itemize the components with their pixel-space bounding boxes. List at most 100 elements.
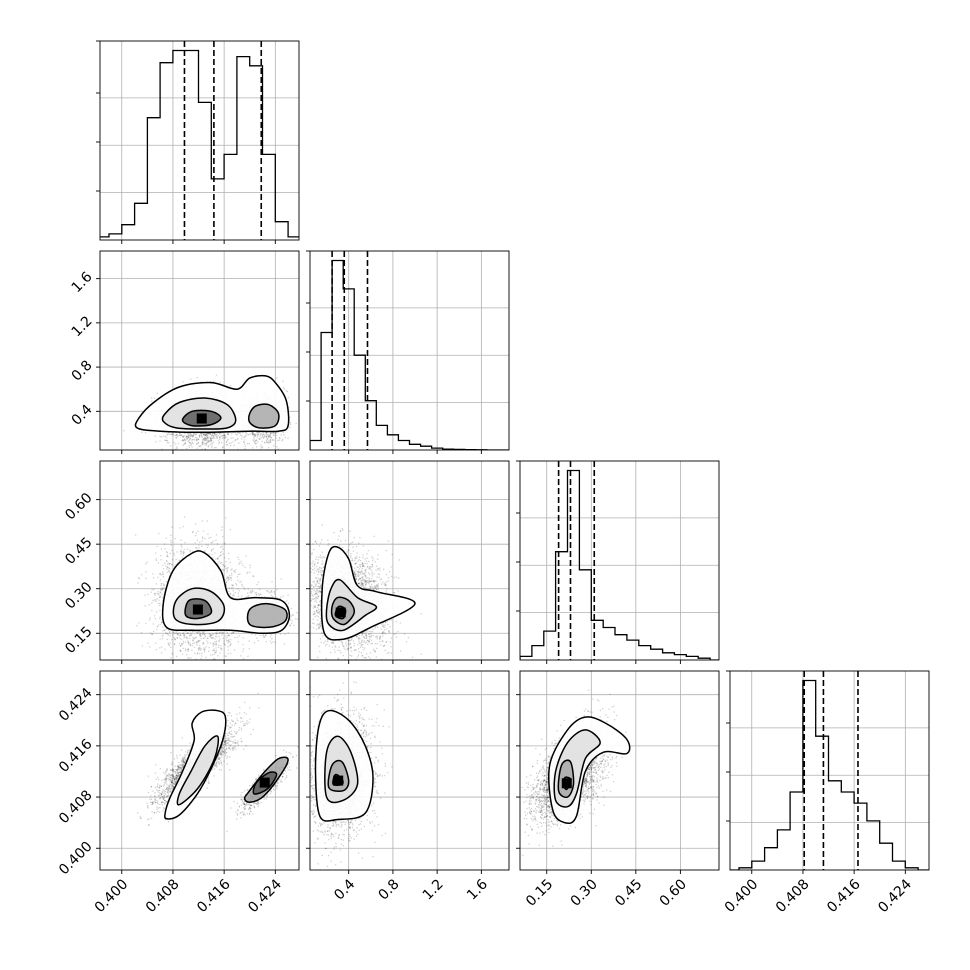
sample-point [223, 434, 225, 437]
sample-point [230, 444, 232, 446]
sample-point [184, 442, 186, 444]
sample-point [219, 453, 220, 454]
y-tick-label: 0.8 [69, 357, 96, 384]
panel-frame [729, 670, 930, 871]
sample-point [191, 435, 193, 437]
sample-point [272, 432, 274, 434]
sample-point [188, 657, 190, 659]
sample-point [287, 437, 289, 439]
sample-point [181, 434, 183, 436]
sample-point [267, 437, 269, 439]
sample-point [228, 558, 230, 560]
sample-point [265, 431, 268, 433]
sample-point [289, 422, 292, 424]
sample-point [244, 443, 246, 445]
sample-point [145, 577, 147, 579]
sample-point [260, 437, 263, 439]
sample-point [189, 644, 192, 647]
sample-point [157, 576, 159, 578]
sample-point [225, 581, 227, 583]
sample-point [272, 432, 274, 434]
sample-point [215, 437, 217, 439]
sample-point [210, 634, 212, 637]
sample-point [196, 632, 198, 634]
sample-point [252, 433, 254, 435]
sample-point [186, 632, 189, 634]
sample-point [201, 441, 203, 443]
sample-point [231, 596, 233, 599]
sample-point [234, 439, 236, 441]
sample-point [204, 634, 206, 636]
sample-point [205, 662, 206, 663]
sample-point [170, 657, 172, 659]
sample-point [210, 437, 212, 439]
sample-point [253, 432, 255, 434]
hist-panel-1 [306, 250, 510, 454]
sample-point [229, 645, 231, 647]
sample-point [214, 459, 215, 460]
sample-point [194, 436, 197, 439]
sample-point [226, 432, 228, 434]
sample-point [228, 640, 230, 643]
sample-point [266, 441, 268, 443]
sample-point [194, 433, 196, 436]
sample-point [203, 443, 205, 445]
sample-point [241, 563, 243, 565]
sample-point [192, 636, 194, 639]
sample-point [225, 664, 226, 665]
sample-point [195, 658, 197, 660]
sample-point [270, 432, 273, 434]
sample-point [224, 543, 226, 545]
hist-step [730, 679, 929, 870]
sample-point [169, 433, 171, 435]
sample-point [184, 636, 186, 638]
sample-point [182, 439, 184, 441]
sample-point [209, 440, 211, 442]
sample-point [159, 638, 161, 640]
sample-point [216, 437, 218, 439]
sample-point [166, 638, 168, 641]
sample-point [154, 618, 156, 620]
panel-frame [309, 250, 510, 451]
sample-point [212, 443, 214, 445]
sample-point [241, 583, 243, 585]
sample-point [248, 433, 250, 435]
sample-point [197, 662, 198, 663]
sample-point [203, 647, 205, 649]
panel-frame [519, 460, 720, 661]
sample-point [218, 555, 220, 558]
sample-point [187, 440, 189, 443]
sample-point [247, 596, 249, 598]
sample-point [234, 636, 236, 639]
sample-point [179, 662, 180, 663]
sample-point [156, 628, 158, 631]
sample-point [244, 435, 246, 438]
sample-point [206, 691, 207, 692]
sample-point [237, 438, 239, 440]
sample-point [212, 433, 214, 435]
sample-point [179, 432, 181, 434]
sample-point [221, 545, 223, 548]
sample-point [176, 447, 178, 449]
sample-point [242, 436, 244, 439]
sample-point [212, 548, 214, 550]
sample-point [212, 437, 214, 440]
sample-point [167, 555, 169, 558]
sample-point [190, 434, 192, 437]
sample-point [188, 648, 190, 650]
sample-point [183, 443, 185, 445]
sample-point [275, 437, 277, 439]
sample-point [252, 434, 254, 436]
sample-point [181, 556, 183, 558]
sample-point [251, 447, 254, 449]
sample-point [262, 434, 264, 436]
sample-point [260, 434, 262, 436]
sample-point [199, 445, 202, 447]
sample-point [218, 644, 220, 646]
sample-point [211, 542, 213, 544]
sample-point [183, 439, 185, 441]
sample-point [197, 451, 198, 452]
sample-point [249, 592, 251, 594]
sample-point [203, 434, 206, 436]
sample-point [229, 638, 232, 641]
